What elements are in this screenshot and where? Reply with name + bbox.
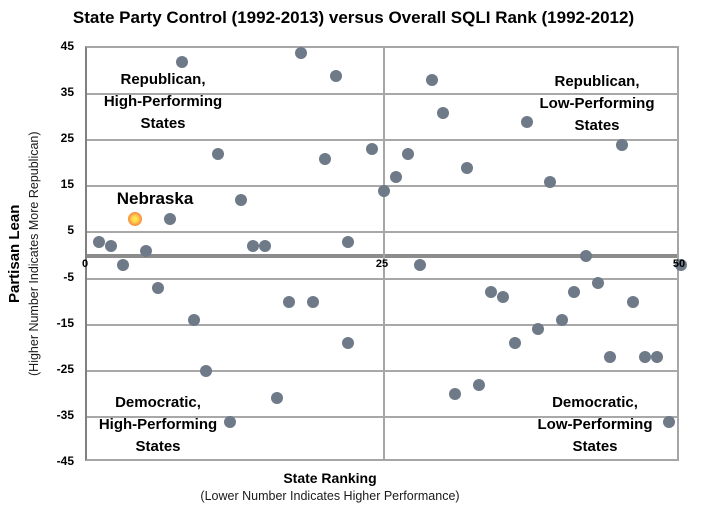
quadrant-label-line: States: [135, 438, 181, 455]
quadrant-label-democratic-low: Democratic, Low-Performing States: [485, 392, 705, 458]
data-point: [92, 235, 105, 248]
quadrant-label-line: Low-Performing: [537, 416, 653, 433]
x-tick-label: 25: [375, 257, 389, 270]
data-point: [247, 240, 260, 253]
data-point: [484, 286, 497, 299]
data-point: [496, 291, 509, 303]
y-axis-title: Partisan Lean: [6, 204, 23, 303]
data-point: [294, 46, 307, 59]
data-point: [223, 415, 236, 428]
quadrant-label-line: Republican,: [120, 71, 206, 88]
data-point: [591, 277, 604, 290]
data-point: [282, 295, 295, 308]
x-tick-label: 50: [672, 257, 686, 270]
y-tick-label: 35: [60, 85, 74, 100]
y-gridline: [87, 93, 677, 96]
y-tick-label: -15: [56, 315, 74, 330]
data-point: [579, 249, 592, 262]
data-point: [199, 364, 212, 377]
chart-title: State Party Control (1992-2013) versus O…: [72, 8, 635, 27]
data-point: [615, 138, 628, 151]
y-gridline: [87, 231, 677, 234]
y-tick-label: 5: [67, 223, 74, 238]
data-point: [378, 184, 390, 197]
data-point: [461, 161, 474, 174]
quadrant-label-republican-low: Republican, Low-Performing States: [487, 71, 707, 137]
y-tick-label: -5: [63, 269, 74, 284]
data-point: [330, 69, 343, 82]
quadrant-label-republican-high: Republican, High-Performing States: [53, 69, 273, 135]
zero-axis-line: [87, 253, 677, 258]
data-point: [140, 244, 153, 257]
y-tick-label: -25: [56, 361, 74, 376]
data-point: [413, 258, 426, 271]
x-tick-label: 0: [81, 257, 89, 270]
quadrant-label-line: Low-Performing: [539, 95, 655, 112]
y-tick-label: -45: [56, 454, 74, 468]
data-point: [235, 194, 248, 207]
y-gridline: [87, 415, 677, 418]
nebraska-annotation-label: Nebraska: [116, 189, 194, 208]
x-divider-line: [383, 48, 385, 459]
data-point: [437, 106, 450, 119]
data-point: [271, 392, 284, 405]
data-point: [568, 286, 581, 299]
quadrant-label-line: Republican,: [554, 73, 640, 90]
data-point: [342, 235, 355, 248]
nebraska-data-point: [127, 211, 142, 226]
data-point: [603, 350, 616, 363]
data-point: [544, 175, 557, 188]
data-point: [401, 148, 414, 161]
plot-area: [85, 46, 687, 461]
y-tick-label: 45: [60, 39, 74, 53]
data-point: [520, 115, 533, 128]
data-point: [473, 378, 486, 391]
data-point: [211, 148, 224, 161]
y-tick-label: 15: [60, 177, 74, 192]
data-point: [389, 171, 402, 184]
data-point: [663, 415, 676, 428]
data-point: [164, 212, 177, 225]
quadrant-label-line: Democratic,: [552, 394, 638, 411]
data-point: [318, 152, 331, 165]
y-gridline: [87, 369, 677, 372]
data-point: [639, 350, 652, 363]
data-point: [651, 350, 664, 363]
data-point: [556, 314, 569, 327]
x-axis-subtitle: (Lower Number Indicates Higher Performan…: [200, 489, 460, 503]
data-point: [259, 240, 272, 253]
x-axis-title: State Ranking: [283, 470, 377, 486]
quadrant-label-line: Democratic,: [115, 394, 201, 411]
data-point: [104, 240, 117, 253]
data-point: [508, 337, 521, 350]
data-point: [532, 323, 545, 336]
data-point: [116, 258, 129, 271]
data-point: [366, 143, 379, 156]
quadrant-label-line: States: [574, 117, 620, 134]
y-gridline: [87, 277, 677, 280]
data-point: [675, 258, 687, 271]
data-point: [187, 314, 200, 327]
quadrant-label-line: High-Performing: [98, 416, 218, 433]
quadrant-label-line: States: [572, 438, 618, 455]
data-point: [342, 337, 355, 350]
data-point: [627, 295, 640, 308]
data-point: [176, 55, 189, 68]
data-point: [449, 387, 462, 400]
data-point: [425, 74, 438, 87]
quadrant-label-democratic-high: Democratic, High-Performing States: [48, 392, 268, 458]
y-gridline: [87, 139, 677, 142]
y-tick-label: 25: [60, 131, 74, 146]
quadrant-label-line: High-Performing: [103, 93, 223, 110]
y-gridline: [87, 323, 677, 326]
data-point: [152, 281, 165, 294]
data-point: [306, 295, 319, 308]
quadrant-label-line: States: [140, 115, 186, 132]
y-tick-label: -35: [56, 407, 74, 422]
y-axis-subtitle: (Higher Number Indicates More Republican…: [27, 131, 41, 376]
